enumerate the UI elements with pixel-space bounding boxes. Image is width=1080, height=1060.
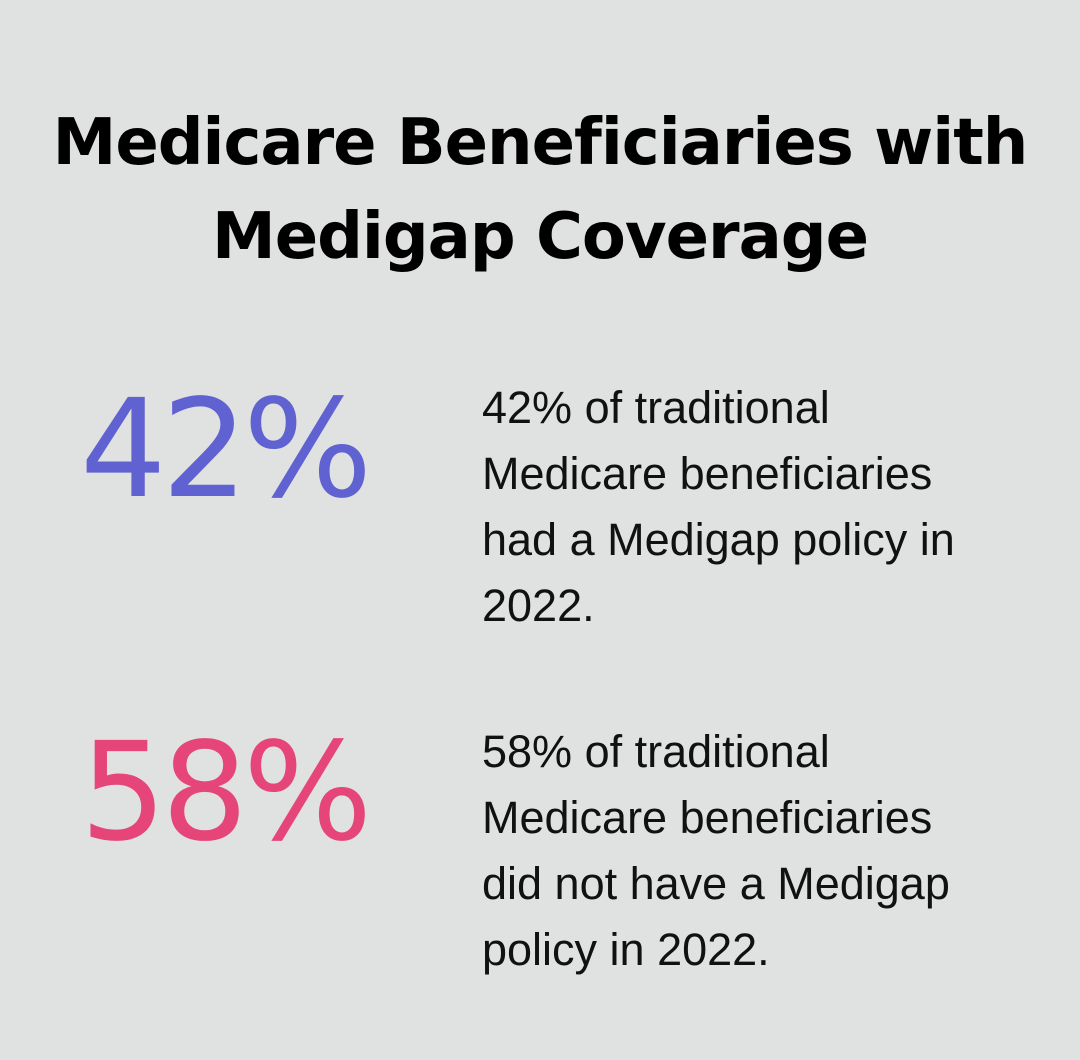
stat-block-with-medigap: 42% 42% of traditional Medicare benefici… — [0, 0, 1080, 631]
stat-description-line: did not have a Medigap — [482, 858, 950, 909]
chart-title-line: Medicare Beneficiaries with — [52, 106, 1029, 180]
stat-block-without-medigap: 58% 58% of traditional Medicare benefici… — [0, 0, 1080, 975]
stat-value-42-percent: 42% — [80, 371, 372, 529]
stat-description-line: 58% of traditional — [482, 726, 830, 777]
chart-title-line: Medigap Coverage — [212, 200, 869, 274]
stat-description-line: Medicare beneficiaries — [482, 448, 933, 499]
stat-description-line: 2022. — [482, 580, 595, 631]
stat-description-line: Medicare beneficiaries — [482, 792, 933, 843]
stat-description-line: policy in 2022. — [482, 924, 770, 975]
stat-description-line: 42% of traditional — [482, 382, 830, 433]
stat-description-line: had a Medigap policy in — [482, 514, 955, 565]
stat-description: 58% of traditional Medicare beneficiarie… — [482, 719, 1042, 983]
stat-description: 42% of traditional Medicare beneficiarie… — [482, 375, 1042, 639]
chart-title: Medicare Beneficiaries with Medigap Cove… — [0, 96, 1080, 284]
stat-value-58-percent: 58% — [80, 714, 372, 872]
